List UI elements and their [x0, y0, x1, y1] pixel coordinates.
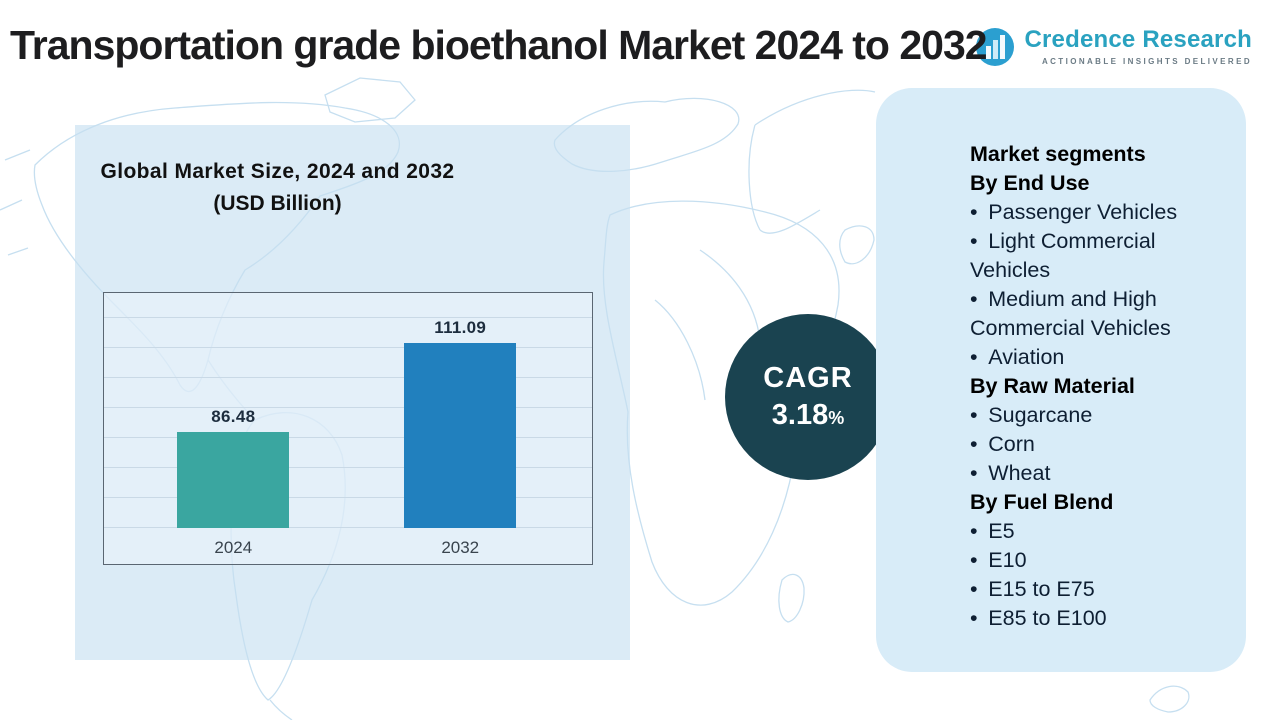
segments-panel: Market segments By End Use • Passenger Veh…: [876, 88, 1246, 672]
bar-category-label: 2024: [214, 538, 253, 557]
segment-bullet-item: • E15 to E75: [970, 577, 1095, 601]
segment-heading: By Fuel Blend: [970, 490, 1114, 514]
bar-value-label: 111.09: [434, 318, 487, 338]
chart-title: Global Market Size, 2024 and 2032: [100, 160, 455, 183]
segment-bullet-item: • E10: [970, 548, 1027, 572]
segment-bullet-item: • Corn: [970, 432, 1035, 456]
cagr-value-number: 3.18: [771, 399, 829, 431]
credence-logo-icon: [974, 26, 1016, 73]
segment-bullet-item: • E85 to E100: [970, 606, 1107, 630]
cagr-percent-sign: %: [828, 408, 845, 428]
segment-heading: By Raw Material: [970, 374, 1135, 398]
bar-value-label: 86.48: [211, 407, 256, 427]
credence-logo-text-block: Credence Research ACTIONABLE INSIGHTS DE…: [1024, 26, 1252, 66]
page-title: Transportation grade bioethanol Market 2…: [10, 22, 988, 68]
credence-logo: Credence Research ACTIONABLE INSIGHTS DE…: [974, 26, 1252, 73]
bar-column-2032: 111.09 2032: [404, 293, 517, 557]
segment-bullet-item: • Sugarcane: [970, 403, 1093, 427]
cagr-value: 3.18%: [772, 399, 844, 432]
segment-bullet-item: • Light Commercial Vehicles: [970, 229, 1156, 282]
segment-bullet-item: • Passenger Vehicles: [970, 200, 1178, 224]
segments-list: Market segments By End Use • Passenger Veh…: [970, 140, 1232, 633]
credence-logo-tagline: ACTIONABLE INSIGHTS DELIVERED: [1041, 57, 1252, 66]
cagr-label: CAGR: [763, 362, 853, 394]
segment-heading: Market segments: [970, 142, 1146, 166]
bar-column-2024: 86.48 2024: [177, 293, 290, 557]
chart-subtitle: (USD Billion): [213, 192, 342, 215]
segment-bullet-item: • Medium and High Commercial Vehicles: [970, 287, 1171, 340]
bar-category-label: 2032: [441, 538, 480, 557]
segment-bullet-item: • Aviation: [970, 345, 1065, 369]
bar-chart: 86.48 2024 111.09 2032: [103, 292, 593, 565]
credence-logo-name: Credence Research: [1024, 26, 1252, 53]
segment-bullet-item: • E5: [970, 519, 1015, 543]
bar: [177, 432, 290, 528]
bar: [404, 343, 517, 528]
chart-plot-area: 86.48 2024 111.09 2032: [104, 293, 592, 557]
segment-heading: By End Use: [970, 171, 1090, 195]
segment-bullet-item: • Wheat: [970, 461, 1051, 485]
cagr-badge: CAGR 3.18%: [725, 314, 891, 480]
